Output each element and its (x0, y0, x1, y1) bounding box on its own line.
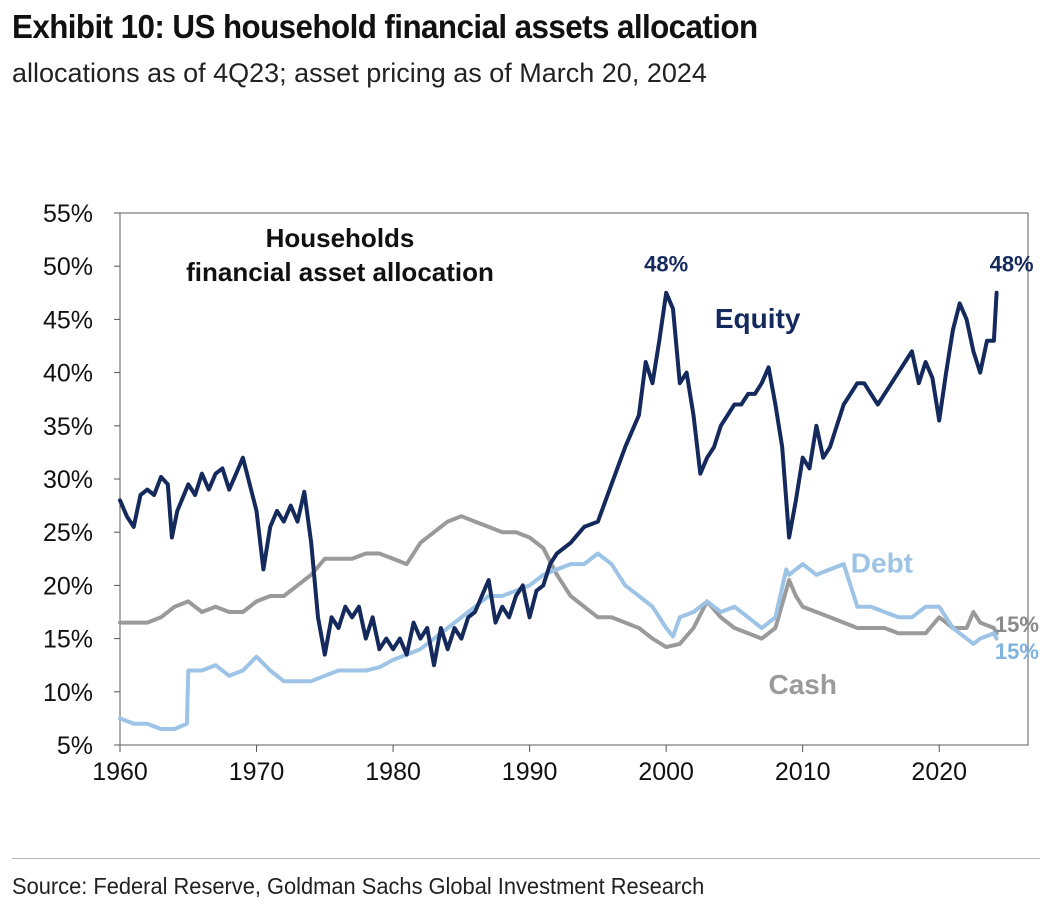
y-tick-label: 5% (57, 732, 93, 760)
exhibit-subtitle: allocations as of 4Q23; asset pricing as… (12, 58, 707, 88)
x-tick-label: 2020 (911, 758, 967, 786)
y-tick-label: 40% (43, 360, 93, 388)
source-note: Source: Federal Reserve, Goldman Sachs G… (12, 873, 705, 899)
annotation-label: 48% (990, 252, 1034, 277)
chart-inner-title: Households financial asset allocation (186, 223, 494, 287)
inner-title-line: Households (266, 223, 415, 253)
y-tick-label: 30% (43, 466, 93, 494)
annotation-label: Equity (715, 303, 801, 334)
allocation-line-chart: 5% 10% 15% 20% 25% 30% 35% 40% 45% 50% 55% 1960 197… (43, 200, 1039, 786)
y-tick-label: 50% (43, 253, 93, 281)
series-line-cash (118, 514, 999, 650)
footer-divider (12, 858, 1040, 859)
annotation-label: Debt (851, 548, 913, 579)
series-layer (118, 290, 999, 731)
y-tick-label: 15% (43, 626, 93, 654)
y-axis: 5% 10% 15% 20% 25% 30% 35% 40% 45% 50% 55% (43, 200, 120, 760)
x-tick-label: 2000 (638, 758, 694, 786)
y-tick-label: 10% (43, 679, 93, 707)
x-axis: 1960 1970 1980 1990 2000 2010 2020 (92, 745, 967, 786)
exhibit-title: Exhibit 10: US household financial asset… (12, 8, 758, 45)
x-tick-label: 1980 (365, 758, 421, 786)
y-tick-label: 55% (43, 200, 93, 228)
annotation-label: 48% (644, 252, 688, 277)
inner-title-line: financial asset allocation (186, 257, 494, 287)
annotation-layer: 48% 48% Equity Debt Cash 15%15% (644, 252, 1039, 700)
annotation-label: 15% (995, 612, 1039, 637)
plot-area-frame (119, 212, 1029, 746)
x-tick-label: 1960 (92, 758, 148, 786)
series-line-equity (118, 290, 999, 668)
y-tick-label: 45% (43, 306, 93, 334)
series-line-debt (118, 551, 999, 731)
y-tick-label: 25% (43, 519, 93, 547)
annotation-label: Cash (768, 669, 836, 700)
y-tick-label: 35% (43, 413, 93, 441)
x-tick-label: 1970 (229, 758, 285, 786)
annotation-label: 15% (995, 639, 1039, 664)
x-tick-label: 1990 (502, 758, 558, 786)
x-tick-label: 2010 (775, 758, 831, 786)
y-tick-label: 20% (43, 572, 93, 600)
